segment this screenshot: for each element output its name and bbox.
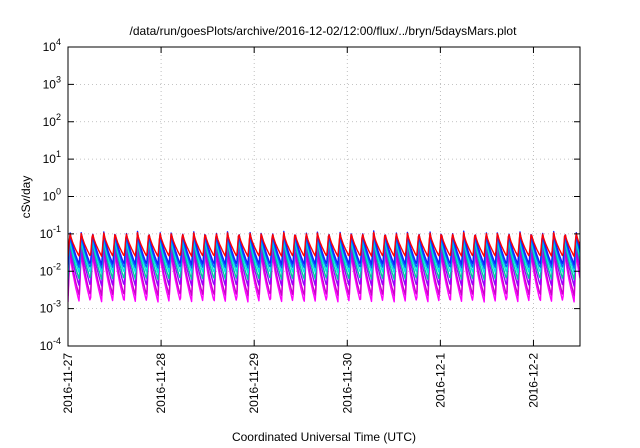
y-tick-label: 10-4 <box>40 336 61 353</box>
y-tick-label: 100 <box>43 187 61 204</box>
series-line-7 <box>68 231 580 258</box>
y-tick-label: 10-2 <box>40 261 61 278</box>
x-tick-label: 2016-11-29 <box>247 353 261 414</box>
x-tick-label: 2016-11-27 <box>61 353 75 414</box>
y-axis-ticks: 10-4 10-3 10-2 10-1 100 101 102 103 104 <box>40 37 580 353</box>
series-line-6 <box>68 230 580 266</box>
y-tick-label: 10-1 <box>40 224 61 241</box>
chart-title: /data/run/goesPlots/archive/2016-12-02/1… <box>130 24 518 38</box>
y-tick-label: 10-3 <box>40 299 61 316</box>
y-axis-label: cSv/day <box>19 176 33 219</box>
series-line-1 <box>68 246 580 297</box>
x-tick-label: 2016-12-1 <box>433 353 447 408</box>
y-tick-label: 101 <box>43 149 61 166</box>
y-tick-label: 103 <box>43 74 61 91</box>
grid-lines <box>67 46 580 347</box>
series-line-2 <box>68 241 580 287</box>
series-line-3 <box>68 238 580 281</box>
series-lines <box>68 230 580 303</box>
y-tick-label: 102 <box>43 112 61 129</box>
x-axis-ticks: 2016-11-27 2016-11-28 2016-11-29 2016-11-30… <box>61 47 540 414</box>
x-tick-label: 2016-11-28 <box>154 353 168 414</box>
y-tick-label: 104 <box>43 37 61 54</box>
x-tick-label: 2016-11-30 <box>340 353 354 414</box>
series-line-5 <box>68 233 580 269</box>
x-axis-label: Coordinated Universal Time (UTC) <box>232 430 416 444</box>
series-line-4 <box>68 236 580 274</box>
x-tick-label: 2016-12-2 <box>526 353 540 408</box>
series-line-0 <box>68 250 580 303</box>
